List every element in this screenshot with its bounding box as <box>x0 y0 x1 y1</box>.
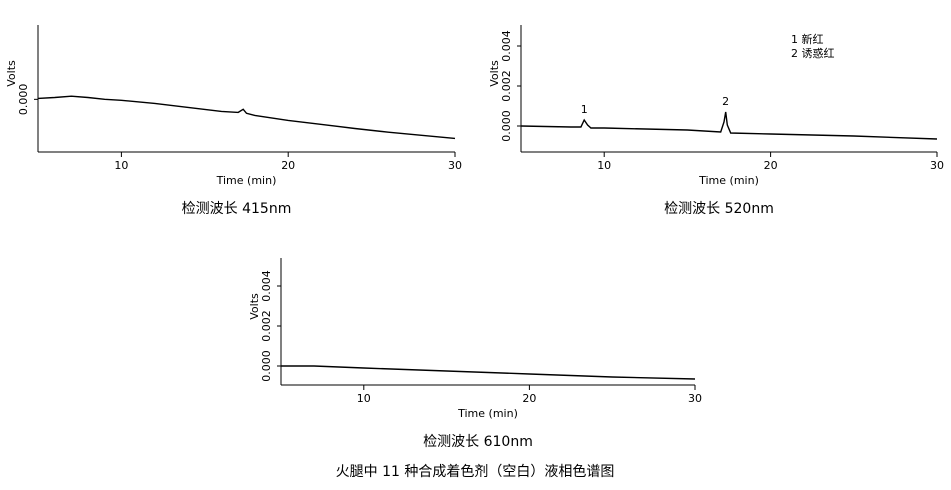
x-tick-label: 20 <box>281 159 295 172</box>
x-tick-label: 30 <box>688 392 702 405</box>
x-axis-label: Time (min) <box>698 174 759 187</box>
figure-caption: 火腿中 11 种合成着色剂（空白）液相色谱图 <box>336 463 615 480</box>
y-axis-label: Volts <box>5 60 18 87</box>
chart-caption: 检测波长 415nm <box>182 201 292 217</box>
y-axis-label: Volts <box>248 293 261 320</box>
y-tick-label: 0.000 <box>260 350 273 382</box>
x-tick-label: 20 <box>764 159 778 172</box>
x-tick-label: 10 <box>357 392 371 405</box>
y-tick-label: 0.004 <box>500 30 513 62</box>
x-tick-label: 30 <box>930 159 944 172</box>
chart-caption: 检测波长 520nm <box>664 201 774 217</box>
x-tick-label: 10 <box>114 159 128 172</box>
y-tick-label: 0.002 <box>500 70 513 102</box>
peak-label: 2 <box>722 95 729 108</box>
legend-entry: 1 新红 <box>791 32 824 46</box>
x-axis-label: Time (min) <box>457 407 518 420</box>
trace <box>520 111 938 140</box>
y-tick-label: 0.000 <box>17 84 30 116</box>
x-tick-label: 10 <box>597 159 611 172</box>
x-axis-label: Time (min) <box>216 174 277 187</box>
trace <box>37 95 456 140</box>
legend-entry: 2 诱惑红 <box>791 46 835 60</box>
peak-label: 1 <box>581 103 588 116</box>
y-tick-label: 0.004 <box>260 270 273 302</box>
x-tick-label: 30 <box>448 159 462 172</box>
chart-caption: 检测波长 610nm <box>423 434 533 450</box>
y-axis-label: Volts <box>488 60 501 87</box>
trace <box>281 365 696 380</box>
y-tick-label: 0.000 <box>500 110 513 142</box>
y-tick-label: 0.002 <box>260 310 273 342</box>
x-tick-label: 20 <box>522 392 536 405</box>
